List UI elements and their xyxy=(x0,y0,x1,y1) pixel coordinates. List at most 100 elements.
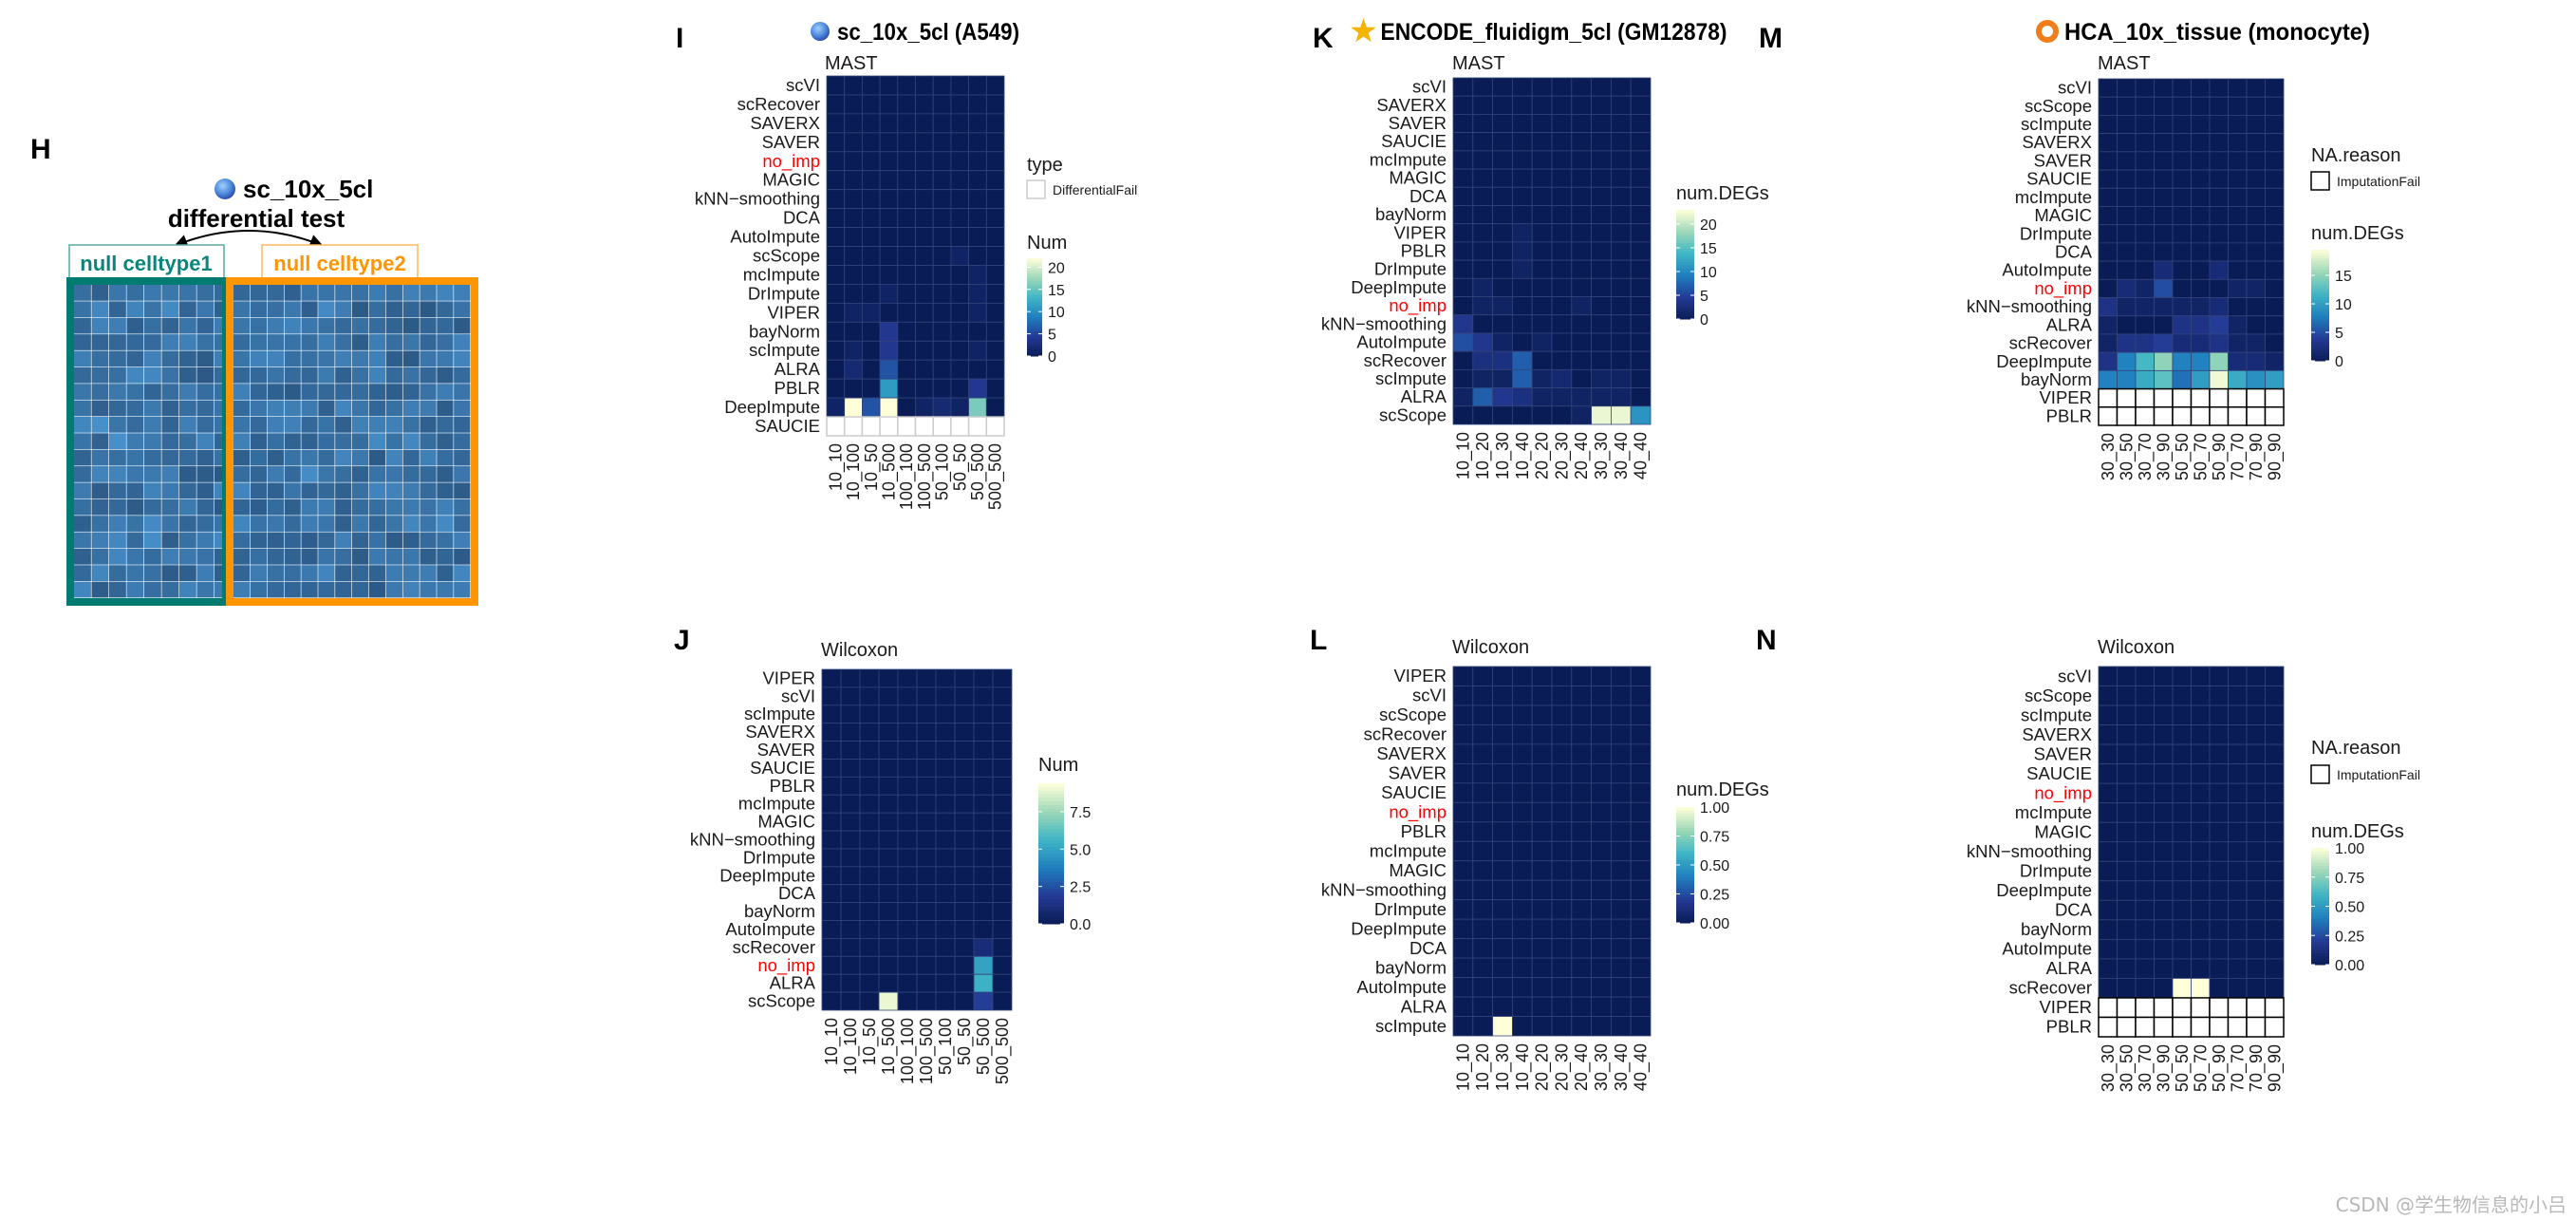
colorbar-segment xyxy=(1027,282,1042,286)
colorbar-segment xyxy=(2311,310,2329,314)
heatmap-cell xyxy=(2154,151,2174,171)
heatmap-cell xyxy=(840,723,861,742)
colorbar-segment xyxy=(2311,848,2329,852)
matrix-cell xyxy=(335,548,352,565)
heatmap-cell xyxy=(1591,938,1612,959)
heatmap-cell xyxy=(954,902,975,921)
heatmap-cell xyxy=(2265,78,2285,98)
colorbar-segment xyxy=(1676,313,1694,317)
heatmap-cell xyxy=(2135,242,2155,262)
heatmap-cell xyxy=(1611,938,1632,959)
heatmap-cell xyxy=(2265,958,2285,979)
heatmap-cell xyxy=(2098,169,2118,189)
heatmap-cell xyxy=(916,884,937,904)
matrix-cell xyxy=(437,466,454,482)
heatmap-cell xyxy=(2228,821,2248,843)
colorbar-segment xyxy=(2311,352,2329,356)
heatmap-cell xyxy=(1472,332,1494,352)
heatmap-cell xyxy=(2172,958,2192,979)
heatmap-cell xyxy=(2209,278,2229,298)
heatmap-cell xyxy=(1452,277,1474,297)
heatmap-cell-na xyxy=(2246,1016,2267,1038)
heatmap-cell xyxy=(2246,978,2266,999)
matrix-cell xyxy=(126,466,144,482)
heatmap-cell xyxy=(844,284,863,304)
heatmap-cell xyxy=(1571,95,1593,115)
heatmap-cell xyxy=(954,830,975,850)
matrix-cell xyxy=(402,466,420,482)
heatmap-cell xyxy=(826,321,846,342)
heatmap-cell xyxy=(1492,996,1513,1017)
column-label: 50_90 xyxy=(2210,433,2230,480)
heatmap-cell xyxy=(1531,704,1553,725)
heatmap-cell xyxy=(2154,224,2174,244)
matrix-cell xyxy=(402,285,420,301)
panel-n: N WilcoxonscVIscScopescImputeSAVERXSAVERS… xyxy=(1756,625,2420,1092)
heatmap-cell xyxy=(916,812,937,832)
heatmap-cell xyxy=(2172,919,2192,940)
heatmap-cell xyxy=(992,884,1013,904)
heatmap-cell xyxy=(897,955,918,975)
colorbar-segment xyxy=(1676,275,1694,279)
matrix-cell xyxy=(318,301,335,318)
matrix-cell xyxy=(74,449,91,466)
heatmap-cell xyxy=(935,668,956,688)
heatmap-cell xyxy=(954,955,975,975)
column-label: 10_100 xyxy=(841,1018,861,1075)
heatmap-cell xyxy=(2135,351,2155,371)
heatmap-cell xyxy=(1630,186,1652,206)
row-label: DrImpute xyxy=(2020,223,2092,243)
heatmap-cell xyxy=(2191,880,2211,901)
heatmap-cell xyxy=(1472,296,1494,316)
heatmap-cell xyxy=(1531,879,1553,901)
colorbar-segment xyxy=(1676,830,1694,834)
heatmap-cell xyxy=(844,302,863,323)
matrix-cell xyxy=(437,532,454,549)
matrix-cell xyxy=(385,366,402,384)
heatmap-cell xyxy=(1630,977,1652,998)
heatmap-cell xyxy=(950,227,970,247)
matrix-cell xyxy=(250,317,268,334)
heatmap-cell xyxy=(1492,840,1513,862)
matrix-cell xyxy=(335,466,352,482)
heatmap-cell xyxy=(1571,150,1593,170)
heatmap-cell xyxy=(1472,686,1494,706)
heatmap-cell xyxy=(968,284,987,304)
heatmap-cell xyxy=(2154,763,2174,784)
matrix-cell xyxy=(318,565,335,582)
row-label: DeepImpute xyxy=(1996,351,2092,371)
heatmap-cell xyxy=(2117,369,2137,389)
row-label: VIPER xyxy=(767,302,820,322)
heatmap-cell xyxy=(2172,782,2192,804)
row-label: bayNorm xyxy=(1375,957,1447,977)
matrix-cell xyxy=(108,449,126,466)
heatmap-cell xyxy=(1591,259,1612,279)
heatmap-cell xyxy=(1551,801,1573,823)
heatmap-cell xyxy=(2265,704,2285,725)
column-label: 10_40 xyxy=(1513,432,1533,479)
matrix-cell xyxy=(368,548,386,565)
colorbar-segment xyxy=(1027,304,1042,308)
heatmap-cell xyxy=(1512,801,1533,823)
matrix-cell xyxy=(318,498,335,516)
heatmap-cell xyxy=(2246,686,2266,706)
matrix-cell xyxy=(352,285,369,301)
matrix-cell xyxy=(108,516,126,532)
heatmap-cell xyxy=(1591,168,1612,188)
colorbar-segment xyxy=(1676,813,1694,817)
colorbar-tick-label: 5.0 xyxy=(1070,842,1091,858)
heatmap-cell xyxy=(2117,763,2137,784)
colorbar-segment xyxy=(2311,308,2329,311)
row-label: bayNorm xyxy=(744,901,815,921)
matrix-cell xyxy=(74,565,91,582)
heatmap-cell xyxy=(1531,977,1553,998)
heatmap-cell xyxy=(2228,860,2248,882)
heatmap-cell xyxy=(844,132,863,153)
row-label: PBLR xyxy=(1401,241,1447,261)
heatmap-cell xyxy=(1531,1016,1553,1037)
heatmap-cell xyxy=(1551,977,1573,998)
matrix-cell xyxy=(74,317,91,334)
heatmap-cell xyxy=(2098,78,2118,98)
matrix-cell xyxy=(352,350,369,367)
colorbar-segment xyxy=(1676,899,1694,904)
